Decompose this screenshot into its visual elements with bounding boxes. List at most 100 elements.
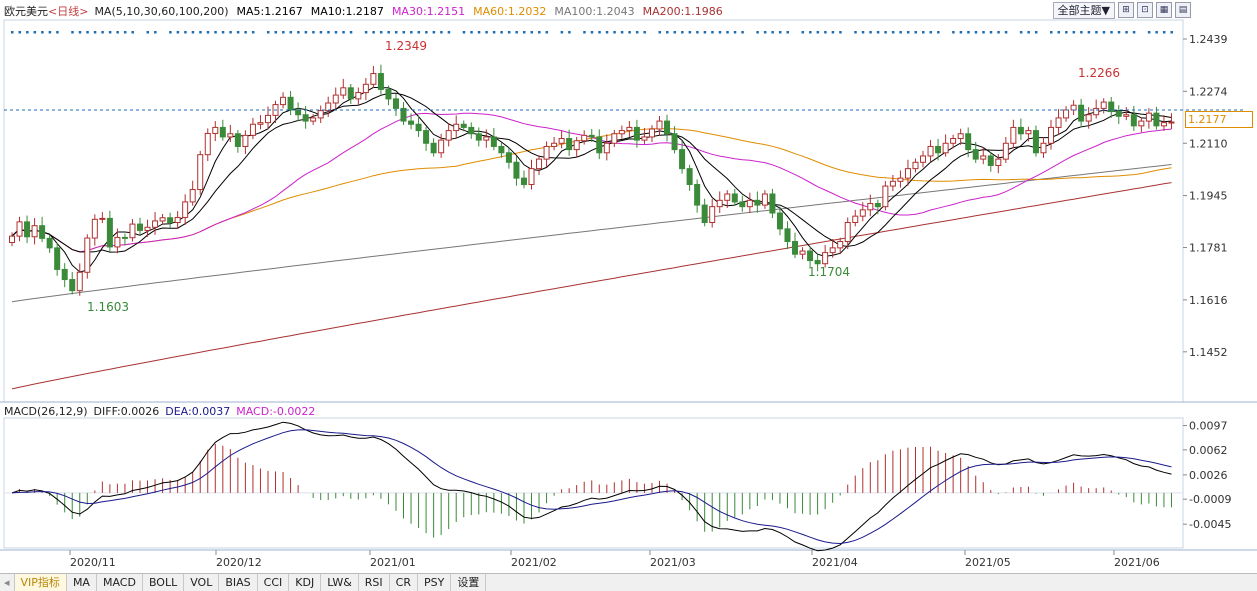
candle-body[interactable] [754, 199, 761, 206]
candle-body[interactable] [453, 123, 460, 132]
candle-body[interactable] [362, 83, 369, 94]
candle-body[interactable] [1017, 126, 1024, 135]
candle-body[interactable] [174, 216, 181, 224]
candle-body[interactable] [242, 134, 249, 147]
candle-body[interactable] [867, 202, 874, 211]
candle-body[interactable] [679, 149, 686, 170]
candle-body[interactable] [551, 142, 558, 147]
candle-body[interactable] [400, 107, 407, 122]
candle-body[interactable] [129, 223, 136, 239]
candle-body[interactable] [9, 235, 15, 243]
candle-body[interactable] [39, 225, 46, 239]
candle-body[interactable] [408, 120, 415, 125]
candle-body[interactable] [633, 126, 640, 141]
candle-body[interactable] [746, 199, 753, 208]
candle-body[interactable] [573, 140, 580, 151]
candle-body[interactable] [1010, 126, 1017, 144]
candle-body[interactable] [332, 94, 339, 104]
tab-kdj[interactable]: KDJ [289, 574, 322, 591]
candle-body[interactable] [686, 168, 693, 185]
candle-body[interactable] [1070, 104, 1077, 111]
symbol-label[interactable]: 欧元美元 [4, 5, 48, 18]
candle-body[interactable] [1138, 120, 1145, 127]
candle-body[interactable] [822, 252, 829, 265]
candle-body[interactable] [76, 271, 83, 292]
candle-body[interactable] [528, 168, 535, 185]
candle-body[interactable] [317, 110, 324, 119]
candle-body[interactable] [927, 145, 934, 157]
candle-body[interactable] [987, 155, 994, 166]
ma-indicator-label[interactable]: MA(5,10,30,60,100,200) [94, 5, 229, 18]
tab-boll[interactable]: BOLL [143, 574, 185, 591]
candle-body[interactable] [1153, 112, 1160, 127]
candle-body[interactable] [219, 126, 226, 138]
tab-cci[interactable]: CCI [258, 574, 290, 591]
grid-icon[interactable]: ▦ [1156, 2, 1172, 18]
candle-body[interactable] [415, 123, 422, 132]
candle-body[interactable] [1093, 107, 1100, 116]
candle-body[interactable] [1055, 117, 1062, 128]
tab-ma[interactable]: MA [67, 574, 97, 591]
candle-body[interactable] [54, 247, 61, 270]
candle-body[interactable] [423, 130, 430, 144]
candle-body[interactable] [227, 133, 234, 138]
candle-body[interactable] [438, 139, 445, 154]
candle-body[interactable] [144, 226, 151, 231]
candle-body[interactable] [1168, 121, 1175, 124]
candle-body[interactable] [664, 120, 671, 135]
candle-body[interactable] [814, 260, 821, 265]
candle-body[interactable] [799, 250, 806, 255]
candle-body[interactable] [995, 158, 1002, 166]
candle-body[interactable] [152, 220, 159, 228]
candle-body[interactable] [1115, 111, 1122, 117]
candle-body[interactable] [626, 126, 633, 132]
candle-body[interactable] [904, 168, 911, 179]
candle-body[interactable] [566, 138, 573, 151]
candle-body[interactable] [852, 215, 859, 224]
candle-body[interactable] [950, 138, 957, 144]
macd-label[interactable]: MACD(26,12,9) [4, 405, 88, 418]
candle-body[interactable] [355, 92, 362, 100]
candle-body[interactable] [776, 212, 783, 230]
candle-body[interactable] [91, 218, 98, 239]
candle-body[interactable] [837, 241, 844, 249]
candle-body[interactable] [197, 154, 204, 191]
candle-body[interactable] [792, 241, 799, 255]
candle-body[interactable] [445, 130, 452, 141]
candle-body[interactable] [1048, 126, 1055, 144]
candle-body[interactable] [942, 142, 949, 154]
candle-body[interactable] [1025, 130, 1032, 135]
candle-body[interactable] [325, 102, 332, 112]
candle-body[interactable] [295, 109, 302, 116]
candle-body[interactable] [965, 133, 972, 151]
candle-body[interactable] [189, 189, 196, 203]
candle-body[interactable] [1085, 114, 1092, 122]
candle-body[interactable] [234, 133, 241, 147]
candle-body[interactable] [106, 217, 113, 248]
candle-body[interactable] [377, 73, 384, 90]
candle-body[interactable] [671, 133, 678, 151]
candle-body[interactable] [69, 279, 76, 292]
candle-body[interactable] [1040, 142, 1047, 154]
candle-body[interactable] [1145, 112, 1152, 122]
candle-body[interactable] [1100, 101, 1107, 109]
candle-body[interactable] [1130, 114, 1137, 127]
tab-settings[interactable]: 设置 [451, 574, 487, 591]
candle-body[interactable] [287, 96, 294, 111]
candle-body[interactable] [980, 155, 987, 160]
candle-body[interactable] [897, 177, 904, 182]
candle-body[interactable] [475, 133, 482, 141]
candle-body[interactable] [1078, 104, 1085, 122]
candle-body[interactable] [694, 183, 701, 206]
candle-body[interactable] [912, 161, 919, 170]
pin-icon[interactable]: ⊞ [1118, 2, 1134, 18]
candle-body[interactable] [882, 185, 889, 208]
tab-scroll-left-icon[interactable]: ◂ [0, 574, 15, 591]
candle-body[interactable] [648, 128, 655, 138]
candle-body[interactable] [972, 149, 979, 160]
candle-body[interactable] [641, 136, 648, 141]
candle-body[interactable] [889, 180, 896, 187]
candle-body[interactable] [1032, 130, 1039, 154]
candle-body[interactable] [61, 268, 68, 281]
